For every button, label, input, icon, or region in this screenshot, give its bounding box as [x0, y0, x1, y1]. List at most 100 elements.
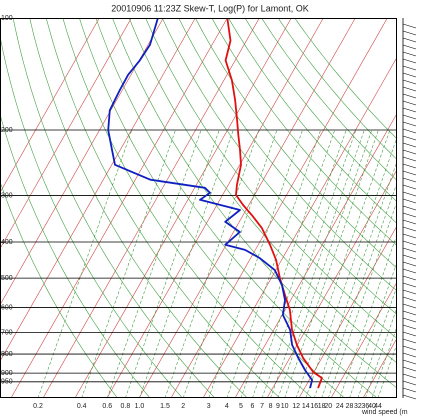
background-lines	[0, 18, 397, 398]
dry-adiabat	[277, 18, 397, 160]
dry-adiabat	[45, 18, 280, 398]
y-tick-label: 200	[1, 127, 13, 134]
mixing-ratio-label: 40	[368, 403, 376, 410]
dry-adiabat	[0, 113, 151, 398]
isotherm	[298, 225, 397, 398]
mixing-ratio-label: 4	[225, 403, 229, 410]
dry-adiabat	[62, 18, 313, 398]
y-tick-label: 800	[1, 351, 13, 358]
mixing-ratio-line	[365, 306, 397, 398]
wind-barb	[402, 359, 417, 365]
dry-adiabat	[0, 180, 118, 398]
dry-adiabat	[178, 18, 397, 292]
wind-barb	[402, 121, 417, 127]
mixing-ratio-label: 6	[250, 403, 254, 410]
profile-line	[224, 18, 323, 389]
mixing-ratio-label: 16	[310, 403, 318, 410]
wind-barb	[402, 240, 417, 246]
mixing-ratio-line	[37, 129, 133, 398]
isotherm	[0, 18, 196, 362]
wind-barb	[402, 373, 417, 379]
isotherm	[330, 281, 397, 398]
wind-barb	[402, 156, 417, 162]
wind-barb	[402, 338, 417, 344]
isotherm	[106, 18, 324, 398]
mixing-ratio-line	[226, 129, 321, 398]
mixing-ratio-line	[106, 129, 202, 398]
wind-barb	[402, 275, 417, 281]
y-tick-label: 950	[1, 379, 13, 386]
wind-barb	[402, 79, 417, 85]
mixing-ratio-label: 8	[269, 403, 273, 410]
y-tick-label: 300	[1, 192, 13, 199]
wind-barb	[402, 366, 417, 372]
mixing-ratio-line	[139, 129, 234, 398]
wind-barb	[402, 170, 417, 176]
mixing-ratio-label: 28	[346, 403, 354, 410]
mixing-ratio-line	[270, 129, 365, 398]
wind-barb	[402, 226, 417, 232]
wind-barb	[402, 72, 417, 78]
wind-barb	[402, 184, 417, 190]
isotherm	[0, 18, 100, 194]
wind-barb	[402, 107, 417, 113]
isotherm	[42, 18, 260, 398]
wind-barb	[402, 100, 417, 106]
y-tick-label: 700	[1, 329, 13, 336]
wind-barb	[402, 163, 417, 169]
wind-barb	[402, 191, 417, 197]
mixing-ratio-line	[305, 136, 397, 398]
wind-barb	[402, 135, 417, 141]
dry-adiabat	[112, 18, 397, 389]
dry-adiabat	[128, 18, 397, 364]
y-tick-label: 400	[1, 239, 13, 246]
wind-barb	[402, 268, 417, 274]
isotherm	[170, 18, 388, 398]
mixing-ratio-label: 10	[281, 403, 289, 410]
profile-line	[107, 18, 313, 389]
wind-barb	[402, 380, 417, 386]
dry-adiabat	[211, 18, 397, 246]
isotherm	[0, 18, 132, 250]
wind-barb	[402, 51, 417, 57]
wind-label: wind speed (m	[361, 409, 408, 416]
wind-barb	[402, 212, 417, 218]
wind-barb	[402, 177, 417, 183]
mixing-ratio-line	[371, 325, 397, 398]
mixing-ratio-label: 44	[374, 403, 382, 410]
isotherm	[234, 112, 397, 398]
wind-barb	[402, 394, 417, 400]
mixing-ratio-line	[240, 129, 335, 398]
isotherm	[74, 18, 292, 398]
wind-barb	[402, 30, 417, 36]
dry-adiabat	[95, 18, 378, 398]
wind-barb	[402, 296, 417, 302]
dry-adiabat	[145, 18, 397, 339]
dry-adiabat	[244, 18, 397, 203]
wind-barb	[402, 289, 417, 295]
mixing-ratio-label: 3	[207, 403, 211, 410]
y-tick-label: 500	[1, 275, 13, 282]
mixing-ratio-line	[339, 233, 397, 398]
mixing-ratio-label: 0.4	[77, 403, 87, 410]
wind-barb	[402, 114, 417, 120]
y-tick-label: 100	[1, 15, 13, 22]
mixing-ratio-line	[377, 342, 397, 398]
y-tick-label: 600	[1, 304, 13, 311]
isotherm	[138, 18, 356, 398]
mixing-ratio-line	[277, 129, 373, 398]
isotherm	[0, 18, 164, 306]
wind-barb	[402, 331, 417, 337]
wind-barb	[402, 317, 417, 323]
wind-barb	[402, 387, 417, 393]
plot-frame	[0, 18, 397, 398]
chart-title: 20010906 11:23Z Skew-T, Log(P) for Lamon…	[111, 3, 308, 13]
mixing-ratio-label: 1.0	[135, 403, 145, 410]
wind-barb	[402, 261, 417, 267]
mixing-ratio-line	[81, 129, 176, 398]
mixing-ratio-label: 20	[324, 403, 332, 410]
mixing-ratio-label: 1.5	[160, 403, 170, 410]
mixing-ratio-label: 2	[181, 403, 185, 410]
mixing-ratio-label: 24	[336, 403, 344, 410]
